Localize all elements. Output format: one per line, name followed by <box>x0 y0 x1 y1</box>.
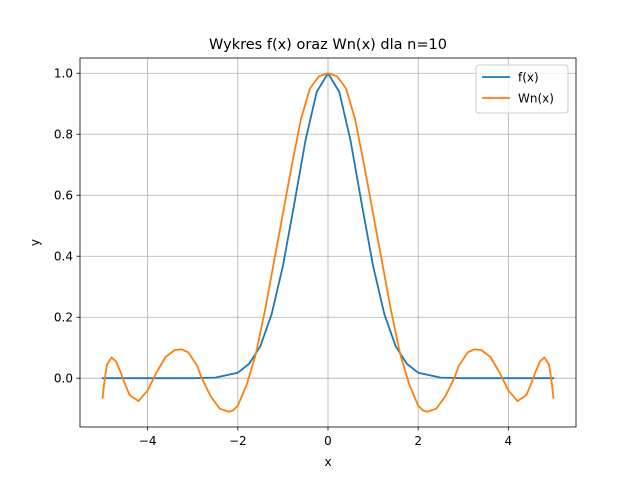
y-tick-label: 0.8 <box>54 128 73 142</box>
y-tick-label: 0.0 <box>54 372 73 386</box>
x-tick-label: 2 <box>414 434 422 448</box>
legend-label: f(x) <box>518 71 539 85</box>
y-tick-label: 0.6 <box>54 189 73 203</box>
y-tick-label: 1.0 <box>54 67 73 81</box>
chart-title: Wykres f(x) oraz Wn(x) dla n=10 <box>209 37 447 53</box>
x-tick-label: −2 <box>229 434 247 448</box>
series-line-wn <box>101 72 555 413</box>
x-tick-label: 0 <box>324 434 332 448</box>
series-layer <box>101 72 555 413</box>
x-tick-label: 4 <box>505 434 513 448</box>
legend-label: Wn(x) <box>518 92 554 106</box>
legend: f(x) Wn(x) <box>475 64 569 114</box>
x-tick-label: −4 <box>139 434 157 448</box>
y-axis-label: y <box>28 239 42 246</box>
x-axis-label: x <box>324 455 331 469</box>
y-tick-label: 0.2 <box>54 311 73 325</box>
ticks: −4 −2 0 2 4 0.0 0.2 0.4 0.6 0.8 1.0 <box>54 67 512 448</box>
y-tick-label: 0.4 <box>54 250 73 264</box>
